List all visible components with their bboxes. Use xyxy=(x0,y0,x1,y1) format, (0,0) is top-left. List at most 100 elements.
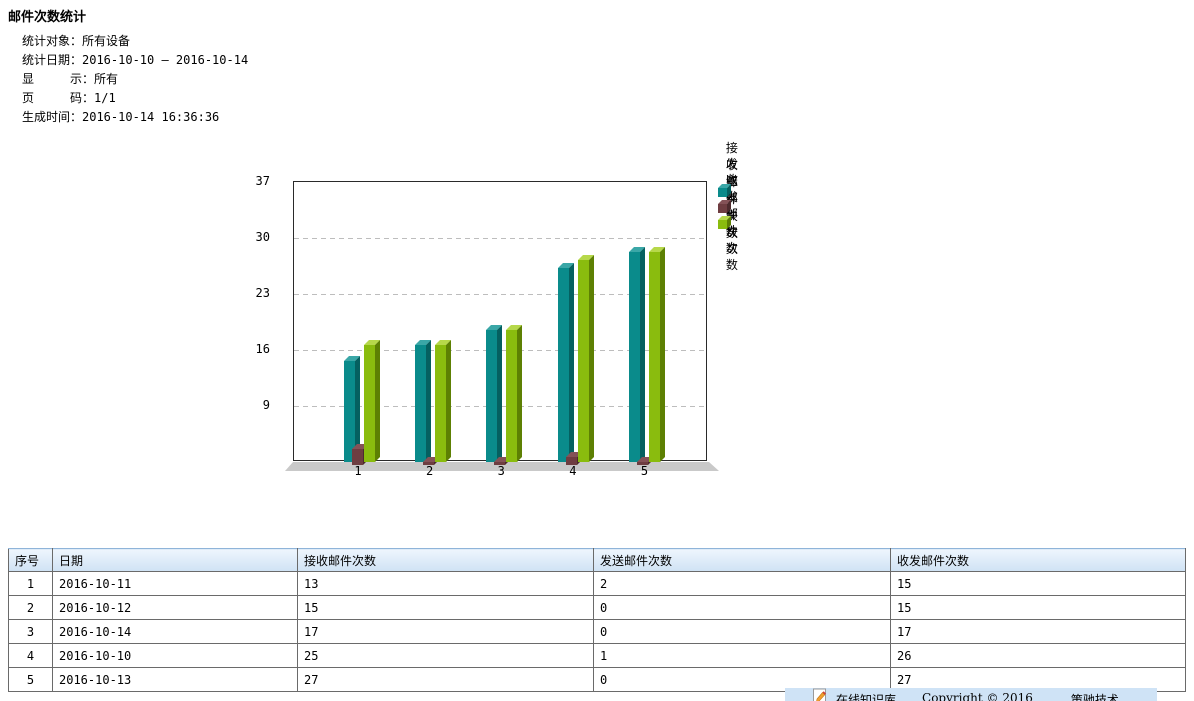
bar-total xyxy=(506,325,523,462)
bar-total xyxy=(363,340,380,462)
report-meta-line: 统计日期：2016-10-10 — 2016-10-14 xyxy=(22,53,249,67)
y-axis-tick-label: 9 xyxy=(262,398,270,412)
table-cell: 2016-10-14 xyxy=(52,619,298,644)
table-cell: 4 xyxy=(8,643,53,668)
legend-cube-icon xyxy=(718,215,731,229)
table-cell: 15 xyxy=(890,571,1186,596)
bar-face-front xyxy=(506,330,518,462)
table-cell: 5 xyxy=(8,667,53,692)
table-cell: 0 xyxy=(593,595,891,620)
column-header: 收发邮件次数 xyxy=(890,548,1186,572)
bar-face-side xyxy=(445,340,451,462)
bar-total xyxy=(648,247,665,462)
bar-face-side xyxy=(659,247,665,462)
bar-face-front xyxy=(628,252,640,462)
stats-table: 序号 日期 接收邮件次数 发送邮件次数 收发邮件次数 1 2016-10-11 13 2 15 2… xyxy=(8,548,1186,692)
y-axis: 9 16 23 30 37 xyxy=(225,174,270,461)
table-cell: 15 xyxy=(890,595,1186,620)
bar-face-front xyxy=(577,260,589,462)
table-cell: 2016-10-11 xyxy=(52,571,298,596)
bar-sent xyxy=(494,457,511,465)
bar-sent xyxy=(351,444,368,465)
table-header-row: 序号 日期 接收邮件次数 发送邮件次数 收发邮件次数 xyxy=(8,548,1186,572)
page-edit-icon xyxy=(813,688,826,701)
bar-face-front xyxy=(557,268,569,462)
report-meta-line: 生成时间：2016-10-14 16:36:36 xyxy=(22,110,220,124)
bar-received xyxy=(343,356,360,462)
report-meta-line: 统计对象：所有设备 xyxy=(22,34,131,48)
x-axis-category-label: 1 xyxy=(354,464,362,478)
bar-face-front xyxy=(486,330,498,462)
legend-item: 收发邮件次数 xyxy=(718,173,747,272)
page-title: 邮件次数统计 xyxy=(8,10,87,25)
table-row: 3 2016-10-14 17 0 17 xyxy=(8,619,1186,644)
column-header: 接收邮件次数 xyxy=(297,548,594,572)
table-cell: 1 xyxy=(593,643,891,668)
kb-link[interactable]: 在线知识库 xyxy=(813,688,897,701)
bar-face-side xyxy=(497,325,503,462)
copyright-text: Copyright © 2016 xyxy=(922,691,1033,701)
plot-area xyxy=(293,181,707,465)
bar-face-side xyxy=(425,340,431,462)
cube-face-front xyxy=(718,187,727,197)
report-meta-line: 显 示：所有 xyxy=(22,72,119,86)
bar-face-front xyxy=(351,449,363,465)
footer-bar: 在线知识库 Copyright © 2016 策驰技术 xyxy=(785,688,1157,701)
bar-face-front xyxy=(363,345,375,462)
table-row: 2 2016-10-12 15 0 15 xyxy=(8,595,1186,620)
bar-face-front xyxy=(648,252,660,462)
bar-face-front xyxy=(343,361,355,462)
bar-sent xyxy=(565,452,582,465)
bar-received xyxy=(628,247,645,462)
x-axis-category-label: 5 xyxy=(640,464,649,478)
table-cell: 13 xyxy=(297,571,594,596)
x-axis-labels: 1 2 3 4 5 xyxy=(293,464,707,478)
y-axis-tick-label: 30 xyxy=(255,230,270,244)
bar-face-side xyxy=(639,247,645,462)
table-row: 5 2016-10-13 27 0 27 xyxy=(8,667,1186,692)
table-cell: 26 xyxy=(890,643,1186,668)
table-cell: 17 xyxy=(297,619,594,644)
table-cell: 25 xyxy=(297,643,594,668)
bar-face-front xyxy=(434,345,446,462)
bar-sent xyxy=(422,457,439,465)
bar-face-front xyxy=(565,457,577,465)
bar-total xyxy=(577,255,594,462)
company-name: 策驰技术 xyxy=(1070,693,1119,701)
chart-floor xyxy=(285,462,719,471)
bar-face-front xyxy=(414,345,426,462)
table-cell: 27 xyxy=(297,667,594,692)
table-cell: 17 xyxy=(890,619,1186,644)
legend-cube-3d xyxy=(718,183,731,197)
report-meta-line: 页 码：1/1 xyxy=(22,91,116,105)
bar-received xyxy=(557,263,574,462)
table-cell: 0 xyxy=(593,667,891,692)
table-row: 4 2016-10-10 25 1 26 xyxy=(8,643,1186,668)
bar-face-front xyxy=(422,462,434,465)
column-header: 日期 xyxy=(52,548,298,572)
table-cell: 27 xyxy=(890,667,1186,692)
gridline xyxy=(294,238,706,239)
table-cell: 2 xyxy=(8,595,53,620)
kb-link-label: 在线知识库 xyxy=(836,693,897,701)
gridline xyxy=(294,294,706,295)
column-header: 序号 xyxy=(8,548,53,572)
bar-face-side xyxy=(568,263,574,462)
legend-cube-3d xyxy=(718,215,731,229)
bar-received xyxy=(414,340,431,462)
table-cell: 0 xyxy=(593,619,891,644)
bar-face-side xyxy=(374,340,380,462)
chart-legend: 接收邮件次数 发送邮件次数 收发邮件次数 xyxy=(718,141,747,272)
legend-cube-icon xyxy=(718,183,731,197)
bar-sent xyxy=(636,457,653,465)
bar-face-front xyxy=(636,462,648,465)
y-axis-tick-label: 37 xyxy=(255,174,270,188)
table-cell: 3 xyxy=(8,619,53,644)
bar-total xyxy=(434,340,451,462)
report-meta: 统计对象：所有设备统计日期：2016-10-10 — 2016-10-14 显 示… xyxy=(22,32,248,127)
bar-face-side xyxy=(588,255,594,462)
y-axis-tick-label: 16 xyxy=(255,342,270,356)
y-axis-tick-label: 23 xyxy=(255,286,270,300)
column-header: 发送邮件次数 xyxy=(593,548,891,572)
x-axis-category-label: 3 xyxy=(497,464,505,478)
